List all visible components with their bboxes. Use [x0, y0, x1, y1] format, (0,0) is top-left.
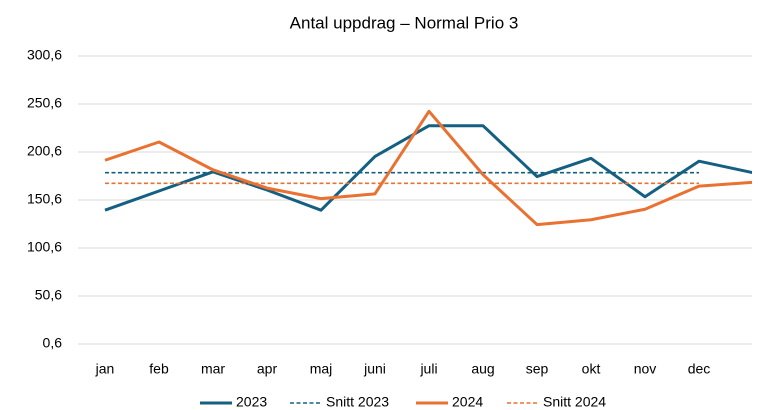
y-tick-label: 300,6: [27, 47, 62, 63]
legend-label: 2023: [236, 394, 267, 410]
x-tick-label: feb: [149, 361, 169, 377]
x-tick-label: sep: [526, 361, 549, 377]
y-tick-label: 50,6: [35, 287, 62, 303]
x-tick-label: maj: [310, 361, 333, 377]
x-tick-label: dec: [688, 361, 711, 377]
y-tick-label: 150,6: [27, 191, 62, 207]
x-tick-label: juni: [363, 361, 386, 377]
x-tick-label: aug: [471, 361, 494, 377]
y-tick-label: 200,6: [27, 143, 62, 159]
x-tick-label: mar: [201, 361, 225, 377]
x-tick-label: apr: [257, 361, 278, 377]
x-tick-label: jan: [95, 361, 115, 377]
x-tick-label: nov: [634, 361, 657, 377]
plot-area: [104, 109, 752, 227]
y-tick-label: 100,6: [27, 239, 62, 255]
series-line: [104, 109, 752, 227]
legend-label: Snitt 2023: [326, 394, 389, 410]
y-tick-label: 0,6: [43, 335, 63, 351]
y-tick-label: 250,6: [27, 95, 62, 111]
legend-label: 2024: [452, 394, 483, 410]
series-line: [104, 124, 752, 212]
legend-label: Snitt 2024: [543, 394, 606, 410]
chart-title: Antal uppdrag – Normal Prio 3: [290, 13, 519, 32]
x-tick-label: okt: [582, 361, 601, 377]
x-tick-label: juli: [419, 361, 437, 377]
